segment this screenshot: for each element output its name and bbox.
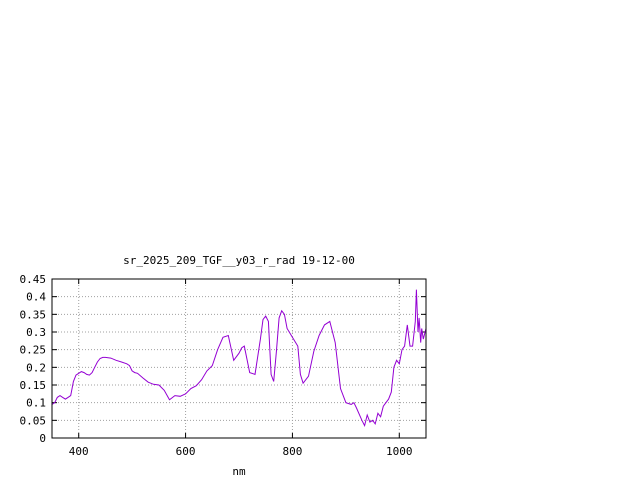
x-tick-label: 400: [69, 445, 89, 458]
x-axis-label: nm: [232, 465, 246, 478]
y-tick-label: 0.45: [20, 273, 47, 286]
y-tick-label: 0.1: [26, 397, 46, 410]
y-tick-label: 0.05: [20, 414, 47, 427]
y-tick-label: 0.35: [20, 308, 47, 321]
y-tick-label: 0.2: [26, 361, 46, 374]
series-line: [51, 289, 427, 428]
x-tick-label: 1000: [386, 445, 413, 458]
y-tick-label: 0.25: [20, 344, 47, 357]
y-tick-label: 0.15: [20, 379, 47, 392]
grid-lines: [52, 279, 426, 438]
x-tick-label: 600: [176, 445, 196, 458]
series-layer: [51, 289, 427, 428]
axis-ticks: 0 0.05 0.1 0.15 0.2 0.25 0.3 0.35 0.4 0.45 400 600 8…: [20, 273, 426, 458]
y-tick-label: 0.3: [26, 326, 46, 339]
x-tick-label: 800: [282, 445, 302, 458]
y-tick-label: 0.4: [26, 291, 46, 304]
plot-frame: [51, 278, 427, 439]
chart-title: sr_2025_209_TGF__y03_r_rad 19-12-00: [123, 254, 355, 267]
y-tick-label: 0: [39, 432, 46, 445]
